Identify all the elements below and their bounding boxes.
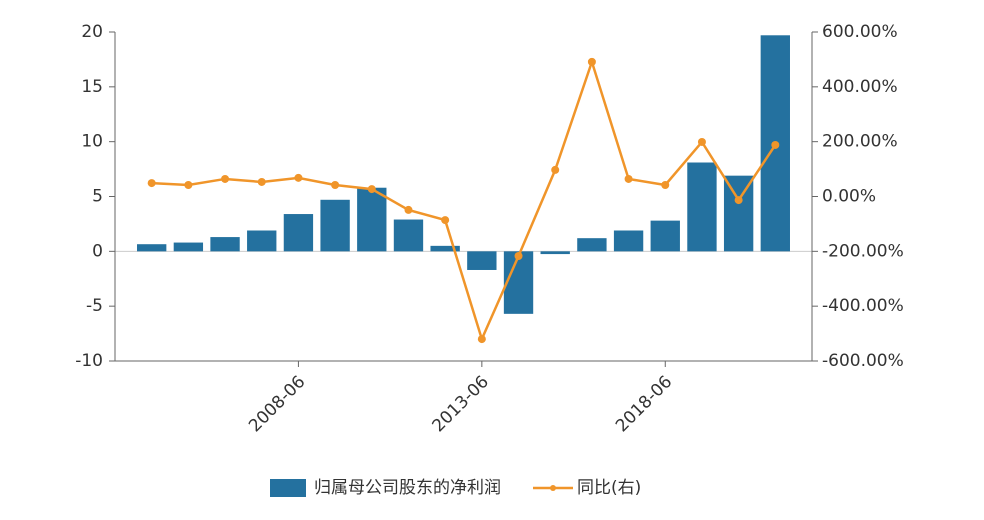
y2-tick-label: -200.00% [822,241,904,261]
bar [393,219,424,252]
line-point [221,174,230,183]
y2-tick-label: 0.00% [822,187,876,207]
line-point [257,177,266,186]
x-tick-label: 2013-06 [429,372,493,436]
line-point [514,251,523,260]
line-point [697,137,706,146]
bar [357,187,387,252]
line-point [294,173,303,182]
y2-tick-label: -400.00% [822,296,904,316]
line-point [331,180,340,189]
x-tick-label: 2018-06 [612,372,676,436]
line-point [184,180,193,189]
line-point [441,216,450,225]
y2-tick-label: -600.00% [822,351,904,371]
bar [467,251,497,270]
y2-tick-label: 200.00% [822,132,898,152]
x-tick-label: 2008-06 [245,372,309,436]
line-point [367,185,376,194]
bar [650,220,680,252]
line-point [477,335,486,344]
legend-swatch [270,479,306,497]
y-tick-label: 20 [81,22,103,42]
bar [723,175,754,252]
y-tick-label: 0 [92,241,103,261]
line-point [147,179,156,188]
legend-label: 同比(右) [577,478,641,498]
line-point [771,140,780,149]
line-point [551,165,560,174]
line-point [661,180,670,189]
line-point [404,205,413,214]
bar [540,251,570,255]
bar [283,214,314,252]
line-point [587,57,596,66]
legend-label: 归属母公司股东的净利润 [314,478,501,498]
bar [247,230,277,252]
line-point [734,196,743,205]
bar [430,245,460,252]
y-tick-label: 15 [81,77,103,97]
bar [173,242,204,252]
bar [577,238,607,252]
y-tick-label: 10 [81,132,103,152]
legend-swatch [550,485,556,491]
bar [613,230,644,252]
line [151,57,777,343]
bar [210,237,240,252]
y-tick-label: 5 [92,187,103,207]
bar [687,162,717,252]
y2-tick-label: 400.00% [822,77,898,97]
y-tick-label: -10 [75,351,103,371]
line-point [624,174,633,183]
y-tick-label: -5 [86,296,103,316]
bar [137,244,167,252]
bar [320,199,350,252]
y2-tick-label: 600.00% [822,22,898,42]
bar [503,251,534,314]
